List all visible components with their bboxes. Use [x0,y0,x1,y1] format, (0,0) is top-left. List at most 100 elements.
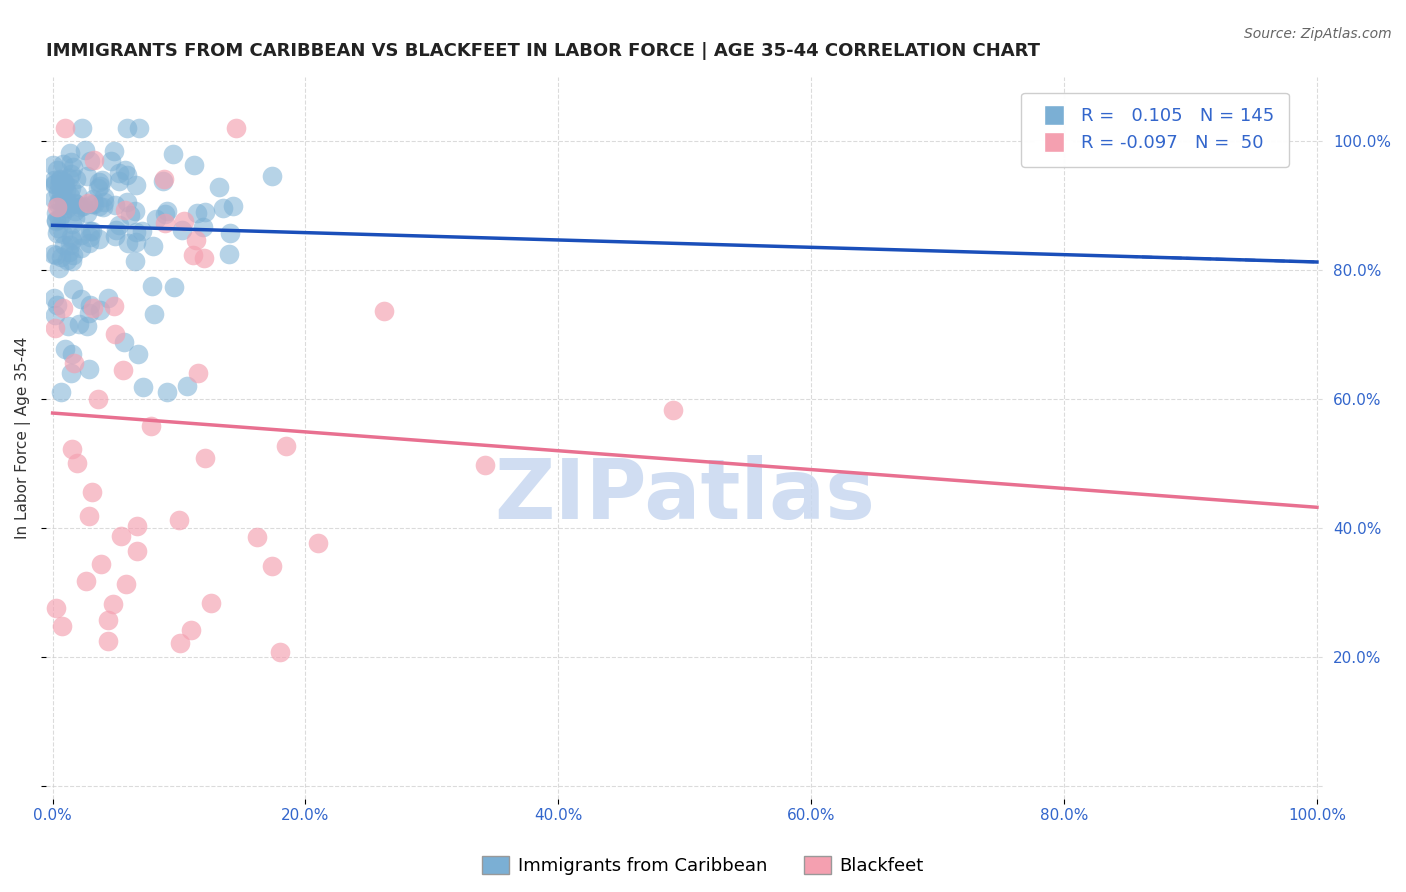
Point [276,439,298,453]
Point [91,173,114,187]
Point [97,633,120,648]
Point [107,174,129,188]
Legend: R =   0.105   N = 145, R = -0.097   N =  50: R = 0.105 N = 145, R = -0.097 N = 50 [1021,93,1289,167]
Point [661,403,683,417]
Point [83,197,105,211]
Point [139,418,162,433]
Point [87,175,110,189]
Point [474,458,496,472]
Point [46,185,69,199]
Point [82,301,104,315]
Point [79,224,101,238]
Point [53,342,76,356]
Point [60,254,83,268]
Point [176,379,198,393]
Point [82,192,104,206]
Point [262,559,284,574]
Point [142,239,165,253]
Point [125,225,148,239]
Point [55,183,77,197]
Point [56,252,79,267]
Point [45,162,67,177]
Point [56,318,79,333]
Point [52,237,75,252]
Point [51,186,73,200]
Point [87,181,110,195]
Point [51,206,73,220]
Point [218,246,240,260]
Point [51,250,73,264]
Point [156,204,179,219]
Point [93,195,115,210]
Point [110,529,132,543]
Point [53,176,76,190]
Point [67,317,90,331]
Point [87,198,110,212]
Point [162,147,184,161]
Text: IMMIGRANTS FROM CARIBBEAN VS BLACKFEET IN LABOR FORCE | AGE 35-44 CORRELATION CH: IMMIGRANTS FROM CARIBBEAN VS BLACKFEET I… [46,42,1040,60]
Point [46,226,69,240]
Point [52,180,75,194]
Point [55,194,77,208]
Point [103,597,125,611]
Point [127,519,149,533]
Y-axis label: In Labor Force | Age 35-44: In Labor Force | Age 35-44 [15,336,31,539]
Point [52,190,75,204]
Point [76,169,98,183]
Point [44,321,66,335]
Point [48,212,70,227]
Point [65,211,87,226]
Point [89,302,111,317]
Point [246,530,269,544]
Point [45,298,67,312]
Point [48,197,70,211]
Point [48,221,70,235]
Point [120,208,142,222]
Point [145,211,167,226]
Point [131,223,153,237]
Point [58,244,80,259]
Point [45,206,67,220]
Point [44,177,66,191]
Point [104,228,127,243]
Point [124,253,146,268]
Point [269,645,291,659]
Point [77,508,100,523]
Point [60,180,83,194]
Point [87,392,110,406]
Point [77,196,100,211]
Point [45,212,67,227]
Point [46,200,69,214]
Point [42,172,65,186]
Point [70,121,93,136]
Point [167,513,190,527]
Point [79,298,101,312]
Point [62,217,84,231]
Point [132,380,155,394]
Point [66,186,89,201]
Point [65,197,87,211]
Point [58,170,80,185]
Point [222,199,245,213]
Point [163,280,186,294]
Point [155,384,177,399]
Point [87,232,110,246]
Text: ZIPatlas: ZIPatlas [495,455,876,536]
Point [45,214,67,228]
Point [170,223,193,237]
Point [117,235,139,250]
Point [183,158,205,172]
Point [59,145,82,160]
Point [96,291,118,305]
Point [73,143,96,157]
Point [200,596,222,610]
Point [79,154,101,169]
Point [59,155,82,169]
Point [52,156,75,170]
Point [51,384,73,399]
Point [117,121,139,136]
Point [76,318,98,333]
Point [60,347,83,361]
Point [100,153,122,168]
Point [62,160,84,174]
